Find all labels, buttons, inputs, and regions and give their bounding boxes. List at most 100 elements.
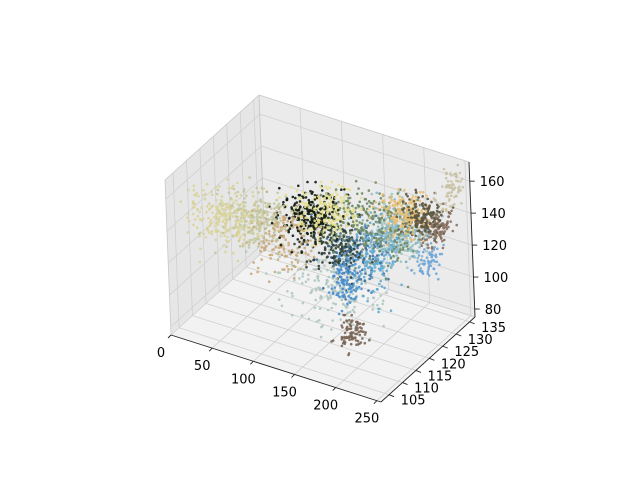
data-point [312, 211, 316, 214]
data-point [332, 256, 335, 260]
data-point [398, 250, 401, 254]
z-axis-line [468, 161, 476, 318]
data-point [260, 258, 264, 261]
data-point [195, 226, 199, 229]
data-point [210, 206, 213, 209]
data-point [266, 222, 269, 226]
data-point [236, 190, 240, 194]
data-point [389, 210, 392, 214]
data-point [317, 219, 320, 223]
data-point [386, 238, 390, 241]
data-point [265, 212, 269, 216]
data-point [353, 310, 356, 314]
data-point [334, 196, 337, 200]
data-point [357, 285, 361, 289]
data-point [375, 191, 379, 195]
data-point [371, 254, 375, 258]
data-point [304, 221, 308, 225]
data-point [223, 208, 227, 211]
data-point [418, 269, 422, 273]
data-point [381, 205, 384, 209]
data-point [312, 233, 316, 236]
data-point [350, 319, 354, 322]
data-point [405, 239, 409, 242]
data-point [369, 273, 373, 276]
data-point [407, 234, 411, 237]
data-point [327, 210, 331, 213]
data-point [282, 247, 286, 250]
data-point [385, 269, 389, 273]
data-point [198, 260, 202, 264]
data-point [346, 266, 349, 270]
data-point [328, 193, 331, 196]
data-point [306, 240, 309, 243]
data-point [326, 242, 329, 245]
y-tick [456, 333, 462, 337]
data-point [318, 307, 322, 310]
data-point [271, 248, 274, 252]
data-point [371, 257, 375, 261]
data-point [381, 232, 385, 235]
data-point [360, 222, 364, 225]
data-point [397, 187, 400, 191]
data-point [243, 197, 246, 200]
data-point [326, 206, 330, 210]
data-point [194, 193, 198, 197]
data-point [285, 198, 289, 201]
data-point [282, 216, 286, 220]
data-point [430, 200, 433, 204]
data-point [228, 214, 232, 217]
data-point [351, 292, 355, 296]
data-point [239, 223, 242, 227]
data-point [393, 213, 396, 216]
data-point [351, 273, 355, 276]
data-point [320, 242, 324, 245]
data-point [341, 291, 345, 294]
data-point [348, 210, 352, 213]
data-point [388, 205, 392, 208]
data-point [347, 254, 350, 257]
grid-line-z-side [170, 241, 265, 328]
data-point [291, 294, 294, 298]
data-point [345, 235, 349, 239]
data-point [372, 296, 375, 300]
data-point [409, 240, 413, 244]
data-point [353, 221, 357, 225]
data-point [435, 209, 439, 213]
data-point [243, 225, 246, 228]
data-point [378, 249, 382, 253]
data-point [367, 189, 371, 192]
data-point [345, 328, 349, 332]
data-point [300, 201, 304, 204]
data-point [381, 251, 385, 254]
data-point [352, 331, 355, 334]
data-point [389, 200, 392, 204]
data-point [430, 255, 434, 259]
data-point [299, 223, 303, 226]
data-point [358, 333, 362, 337]
x-tick-label: 100 [231, 372, 256, 387]
data-point [355, 279, 359, 283]
data-point [320, 217, 323, 220]
data-point [357, 230, 360, 233]
data-point [340, 344, 344, 348]
data-point [290, 261, 294, 264]
data-point [197, 195, 200, 198]
data-point [420, 224, 423, 228]
data-point [270, 221, 274, 225]
data-point [443, 230, 447, 233]
data-point [297, 208, 301, 211]
y-axis-line [380, 316, 476, 403]
data-point [330, 283, 333, 287]
data-point [321, 189, 324, 192]
data-point [403, 241, 407, 245]
data-point [300, 216, 303, 219]
data-point [366, 297, 370, 300]
data-point [334, 188, 338, 191]
data-point [379, 261, 382, 265]
data-point [409, 222, 412, 226]
data-point [383, 222, 386, 225]
pane-edge [164, 179, 172, 336]
data-point [231, 234, 235, 237]
data-point [347, 294, 351, 298]
